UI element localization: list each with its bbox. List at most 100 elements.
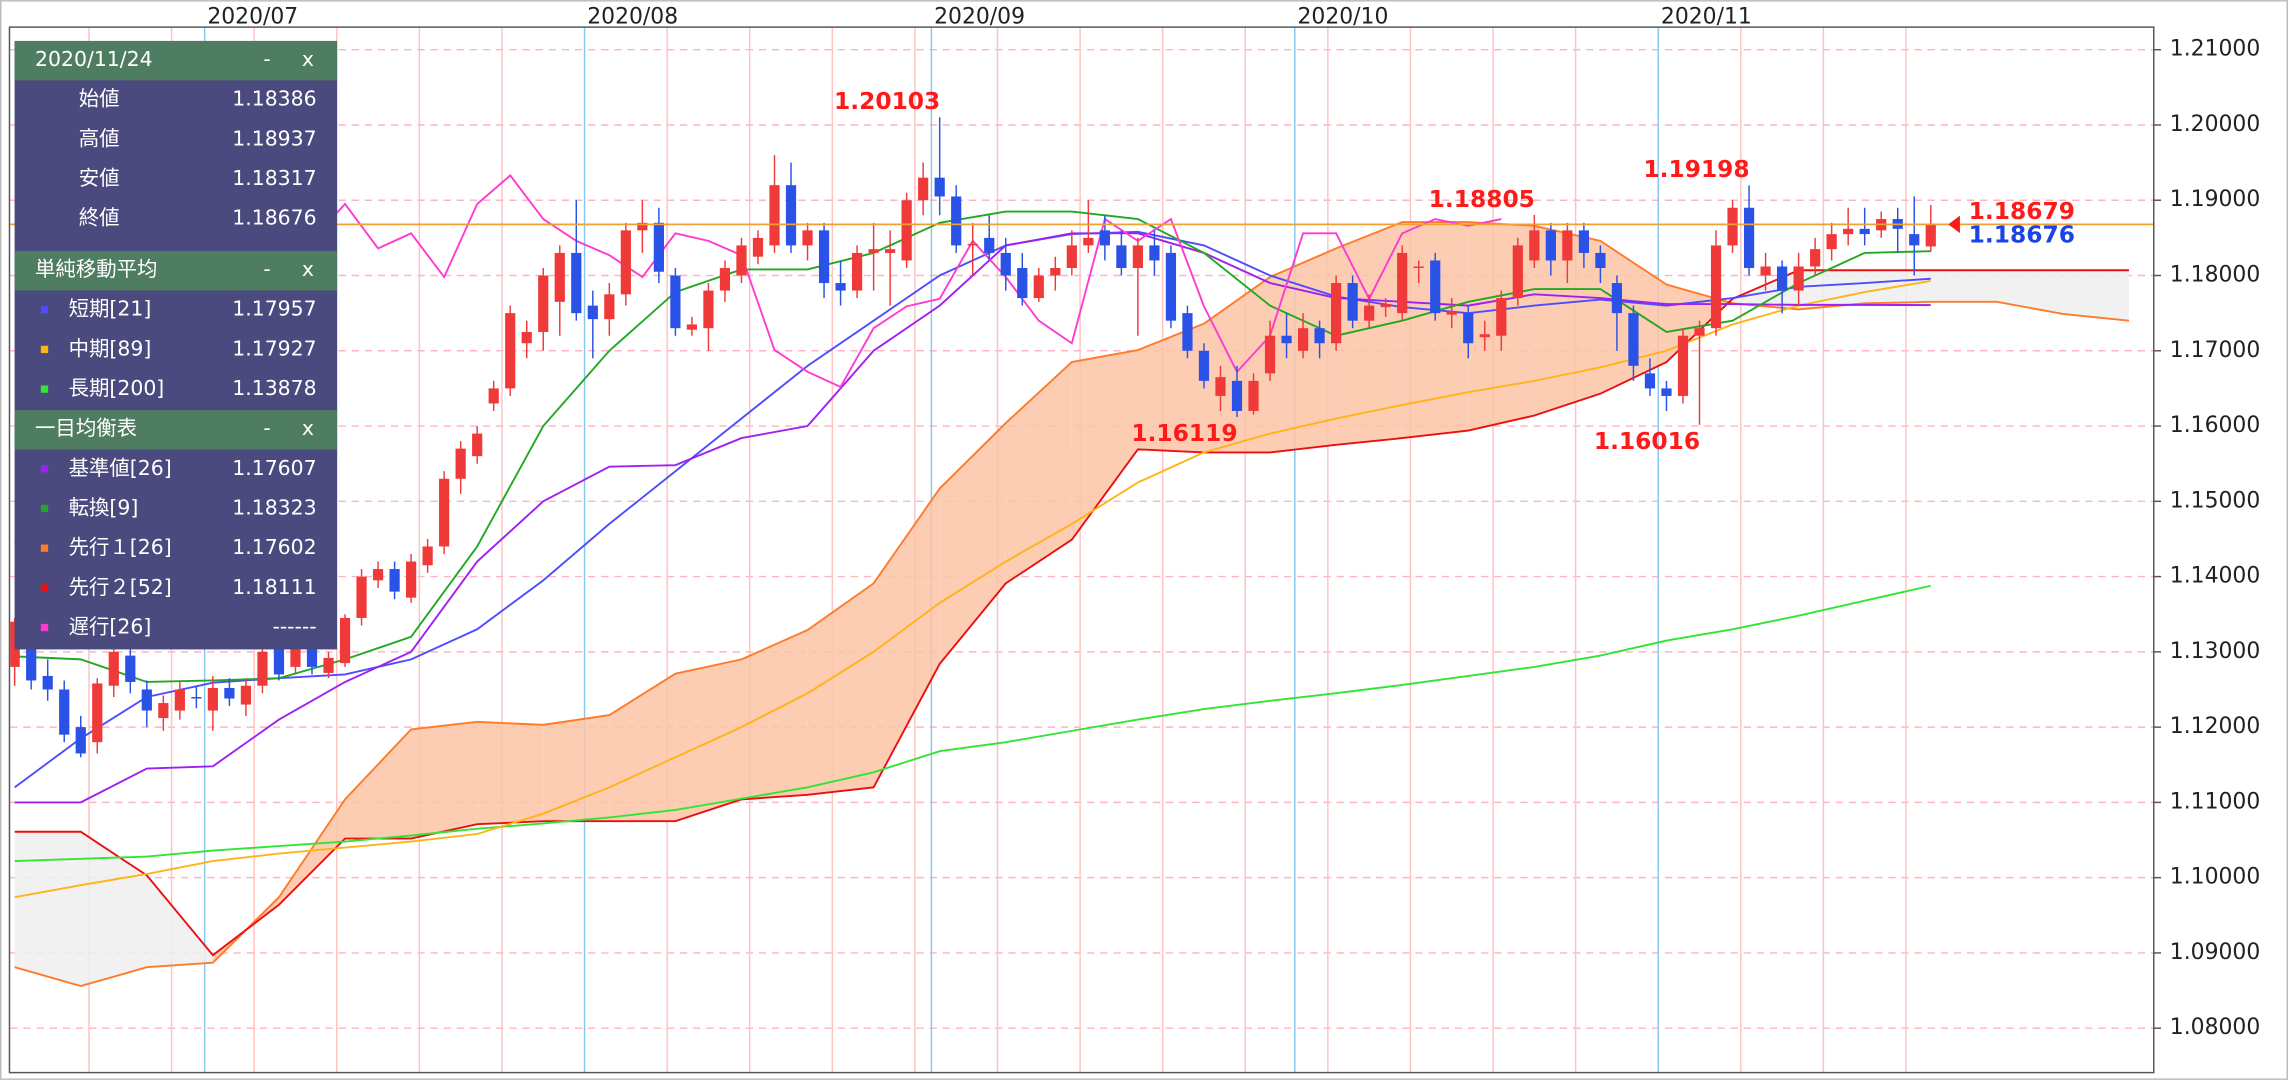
candle-body <box>1677 335 1689 396</box>
close-button[interactable]: x <box>302 47 314 71</box>
candle-body <box>1644 373 1656 389</box>
candle-body <box>1545 230 1556 261</box>
candle-body <box>1231 380 1243 411</box>
candle-body <box>1364 305 1375 321</box>
candle-body <box>42 675 53 690</box>
cloud-fill <box>1798 270 1865 310</box>
candle-body <box>1099 230 1110 246</box>
y-tick-label: 1.14000 <box>2170 564 2260 589</box>
candle-body <box>1149 245 1160 261</box>
candle-body <box>653 222 664 272</box>
close-button[interactable]: x <box>302 416 314 440</box>
candle-body <box>1281 335 1292 344</box>
candle-body <box>224 687 235 699</box>
panel-bg <box>14 40 338 650</box>
candle-body <box>1463 313 1474 344</box>
panel-value: 1.17927 <box>232 336 316 360</box>
y-tick-label: 1.20000 <box>2170 112 2260 137</box>
minimize-button[interactable]: - <box>263 416 270 440</box>
candle-body <box>604 294 615 320</box>
candle-body <box>488 388 499 404</box>
y-tick-label: 1.15000 <box>2170 488 2260 513</box>
cloud-fill <box>2062 270 2129 321</box>
candle-body <box>620 230 631 295</box>
low-label: 1.16016 <box>1594 427 1700 455</box>
candle-body <box>191 697 202 699</box>
cloud-fill <box>345 729 412 839</box>
panel-label: 転換[9] <box>69 495 139 519</box>
candle-body <box>1859 228 1870 235</box>
candle-body <box>472 433 483 457</box>
candle-body <box>1066 245 1077 268</box>
candle-body <box>1116 245 1127 268</box>
candle-body <box>1215 377 1226 396</box>
close-price-label: 1.18676 <box>1969 221 2075 249</box>
candle-body <box>835 283 846 291</box>
candle-body <box>405 561 417 598</box>
candle-body <box>1760 266 1771 276</box>
cloud-fill <box>1996 270 2063 314</box>
price-marker <box>1948 215 1960 234</box>
candle-body <box>670 275 681 329</box>
high-label: 1.20103 <box>834 87 940 115</box>
legend-swatch <box>40 345 49 354</box>
y-tick-label: 1.17000 <box>2170 338 2260 363</box>
candle-body <box>1248 380 1259 411</box>
candle-body <box>174 689 185 711</box>
panel-value: ------ <box>272 615 316 639</box>
candle-body <box>1512 245 1523 299</box>
candle-body <box>1727 207 1738 246</box>
candle-body <box>1446 311 1457 315</box>
x-tick-label: 2020/07 <box>207 5 298 30</box>
candle-body <box>1710 245 1722 329</box>
y-tick-label: 1.10000 <box>2170 865 2260 890</box>
candle-body <box>1413 266 1424 268</box>
candle-body <box>108 651 119 686</box>
candle-body <box>868 249 879 253</box>
candle-body <box>851 252 863 291</box>
candle-body <box>141 689 152 711</box>
panel-header-title: 一目均衡表 <box>35 416 137 440</box>
legend-swatch <box>40 504 49 513</box>
candle-body <box>1628 313 1639 366</box>
candle-body <box>818 230 830 284</box>
candle-body <box>1595 252 1606 268</box>
candle-body <box>769 185 780 246</box>
panel-value: 1.18111 <box>232 575 316 599</box>
candle-body <box>571 252 582 314</box>
candle-body <box>1182 313 1193 351</box>
plot-border <box>8 26 2155 1074</box>
candle-body <box>1578 230 1589 253</box>
candle-body <box>967 243 978 246</box>
current-price-label: 1.18679 <box>1969 197 2075 225</box>
panel-label: 中期[89] <box>69 336 152 360</box>
candle-body <box>984 237 995 253</box>
candle-body <box>785 185 797 246</box>
candle-body <box>257 651 268 686</box>
candle-body <box>1132 245 1144 268</box>
candle-body <box>1925 224 1936 247</box>
minimize-button[interactable]: - <box>263 47 270 71</box>
panel-header-title: 2020/11/24 <box>35 47 153 71</box>
candle-body <box>75 727 86 754</box>
candle-body <box>918 177 929 201</box>
y-tick-label: 1.13000 <box>2170 639 2260 664</box>
candle-body <box>686 324 698 330</box>
candle-body <box>1430 260 1441 314</box>
indicator-line <box>14 174 1502 544</box>
panel-label: 終値 <box>79 206 120 230</box>
candle-body <box>1165 252 1177 321</box>
panel-header <box>14 251 338 291</box>
panel-label: 短期[21] <box>69 297 152 321</box>
indicator-line <box>14 210 1931 683</box>
close-button[interactable]: x <box>302 257 314 281</box>
minimize-button[interactable]: - <box>263 257 270 281</box>
candle-body <box>637 222 648 231</box>
candle-body <box>554 252 565 302</box>
panel-value: 1.18937 <box>232 126 316 150</box>
panel-header-title: 単純移動平均 <box>35 257 157 281</box>
candle-body <box>1611 283 1623 314</box>
candle-body <box>1776 266 1788 291</box>
